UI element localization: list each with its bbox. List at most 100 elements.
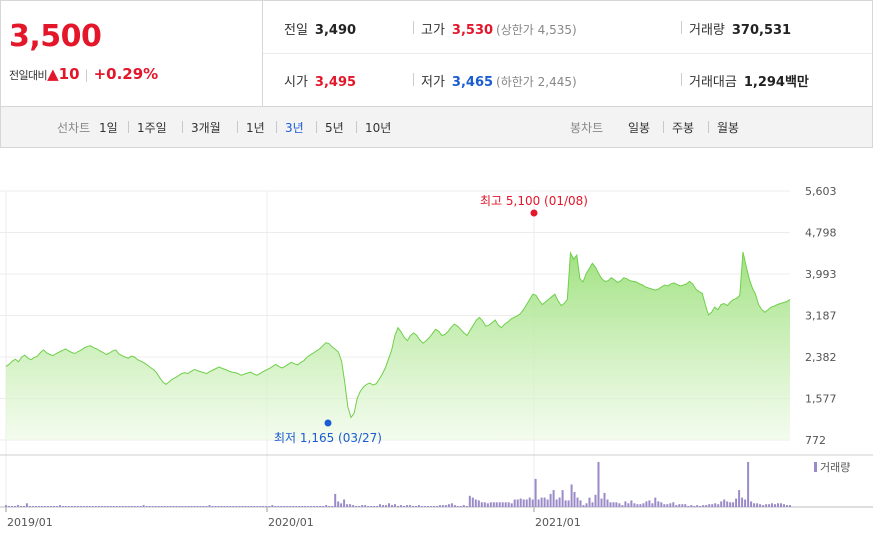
volume-bar (193, 506, 196, 507)
volume-bar (73, 506, 76, 507)
volume-bar (417, 505, 420, 507)
volume-bar (262, 506, 265, 507)
volume-bar (762, 505, 765, 507)
tab-divider (182, 121, 183, 133)
volume-bar (552, 490, 555, 507)
volume-bar (717, 504, 720, 507)
volume-bar (786, 505, 788, 507)
volume-bar (483, 502, 486, 507)
volume-bar (525, 499, 528, 507)
volume-bar (645, 501, 648, 507)
volume-bar (585, 503, 588, 508)
volume-bar (382, 505, 384, 507)
volume-bar (468, 495, 471, 508)
volume-bar (118, 506, 121, 507)
tab-1y[interactable]: 1년 (246, 121, 265, 135)
volume-bar (250, 506, 253, 507)
upper-limit: (상한가 4,535) (496, 23, 577, 37)
volume-bar (687, 506, 690, 507)
tab-5y[interactable]: 5년 (325, 121, 344, 135)
y-tick-label: 4,798 (805, 227, 837, 240)
volume-bar (91, 506, 94, 507)
volume-bar (238, 506, 241, 507)
volume-bar (441, 505, 444, 507)
divider (681, 73, 682, 86)
volume-bar (615, 502, 618, 507)
volume-bar (175, 506, 178, 507)
high-price: 고가 3,530 (상한가 4,535) (421, 19, 577, 38)
volume-bar (289, 506, 292, 507)
volume-bar (340, 503, 343, 508)
volume-bar (301, 506, 304, 507)
low-label: 저가 (421, 75, 445, 90)
volume-bar (265, 506, 268, 507)
volume-bar (136, 506, 139, 507)
tab-10y[interactable]: 10년 (365, 121, 392, 135)
volume-bar (277, 506, 280, 507)
volume-bar (753, 503, 756, 508)
volume-bar (412, 506, 414, 507)
tab-3y[interactable]: 3년 (285, 121, 304, 135)
volume-bar (163, 506, 166, 507)
volume-bar (609, 502, 612, 507)
volume-bar (696, 505, 699, 507)
tab-1w[interactable]: 1주일 (137, 121, 167, 135)
volume-bar (708, 504, 711, 507)
volume-bar (385, 505, 387, 507)
volume-label: 거래량 (689, 23, 725, 38)
volume-bar (789, 505, 791, 507)
volume-bar (358, 506, 361, 507)
row-divider (263, 53, 872, 54)
tab-monthly-candle[interactable]: 월봉 (717, 121, 740, 135)
y-tick-label: 5,603 (805, 185, 837, 198)
volume-bar (196, 506, 199, 507)
volume-bar (756, 503, 759, 508)
volume-bar (313, 506, 316, 507)
volume-bar (561, 490, 564, 507)
volume-bar (217, 506, 220, 507)
volume-bar (367, 506, 370, 507)
volume-bar (672, 502, 675, 507)
volume-bar (627, 503, 630, 508)
volume-bar (771, 503, 773, 508)
volume-bar (337, 501, 340, 507)
volume-bar (447, 504, 450, 507)
tab-weekly-candle[interactable]: 주봉 (672, 121, 695, 135)
tab-3m[interactable]: 3개월 (191, 121, 221, 135)
volume-bar (471, 497, 474, 507)
volume-bar (567, 500, 570, 507)
volume-bar (115, 506, 118, 507)
tab-daily-candle[interactable]: 일봉 (628, 121, 651, 135)
divider (413, 73, 414, 86)
tab-1d[interactable]: 1일 (99, 121, 118, 135)
volume-bar (298, 506, 301, 507)
tab-divider (237, 121, 238, 133)
volume-bar (64, 506, 67, 507)
volume-bar (765, 504, 768, 507)
volume-bar (328, 506, 331, 507)
high-label: 고가 (421, 23, 445, 38)
volume-bar (280, 506, 283, 507)
volume-bar (723, 499, 726, 507)
volume-bar (540, 497, 543, 507)
y-tick-label: 3,993 (805, 268, 837, 281)
volume-bar (256, 506, 259, 507)
volume-bar (310, 506, 313, 507)
volume-bar (202, 506, 205, 507)
volume-bar (774, 504, 776, 507)
y-tick-label: 1,577 (805, 393, 837, 406)
volume-legend-swatch (814, 462, 817, 472)
volume-bar (693, 506, 696, 507)
volume-bar (103, 506, 106, 507)
open-label: 시가 (284, 75, 308, 90)
volume-bar (400, 505, 402, 507)
volume-bar (394, 504, 396, 507)
volume-bar (37, 506, 40, 507)
volume-bar (271, 505, 274, 507)
volume-bar (406, 505, 408, 507)
price-line (5, 251, 791, 419)
volume-bar (528, 497, 531, 507)
volume-bar (286, 506, 289, 507)
volume-bar (579, 500, 582, 507)
volume-bar (181, 506, 184, 507)
